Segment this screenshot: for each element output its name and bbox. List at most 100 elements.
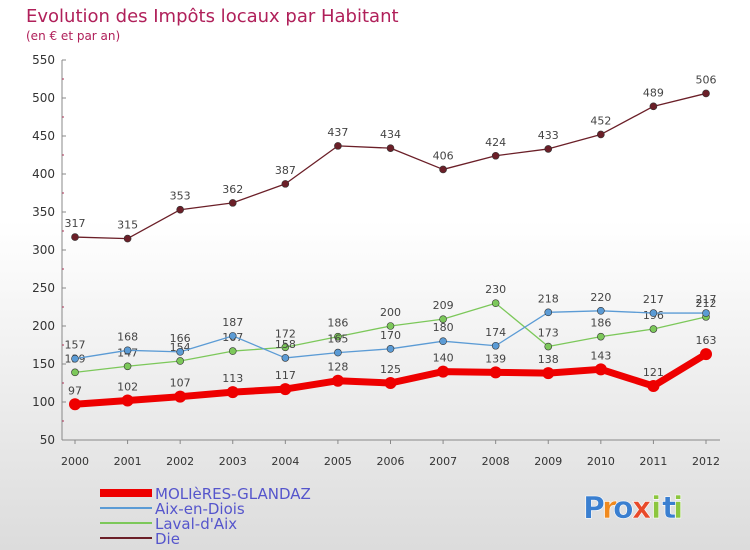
data-point (281, 343, 290, 352)
x-tick-label: 2002 (166, 455, 194, 468)
x-tick-label: 2004 (271, 455, 299, 468)
logo-letter: o (613, 491, 634, 526)
data-label: 102 (117, 380, 138, 393)
data-label: 387 (275, 164, 296, 177)
x-tick-label: 2006 (377, 455, 405, 468)
data-point (702, 89, 710, 98)
data-label: 143 (590, 349, 611, 362)
data-label: 362 (222, 183, 243, 196)
x-tick-label: 2005 (324, 455, 352, 468)
data-label: 139 (485, 352, 506, 365)
legend-item: Laval-d'Aix (100, 515, 237, 533)
data-point (279, 383, 292, 396)
y-tick-label: 300 (32, 243, 55, 257)
data-label: 166 (170, 332, 191, 345)
data-point (594, 363, 607, 376)
data-point (281, 354, 290, 362)
data-label: 434 (380, 128, 401, 141)
data-label: 424 (485, 136, 506, 149)
data-point (649, 102, 658, 111)
data-point (597, 306, 605, 315)
y-tick-label: 550 (32, 53, 55, 67)
data-label: 165 (327, 333, 348, 346)
data-point (542, 367, 555, 380)
x-tick-label: 2009 (534, 455, 562, 468)
x-tick-label: 2008 (482, 455, 510, 468)
data-label: 174 (485, 326, 506, 339)
data-point (123, 362, 132, 371)
data-point (334, 332, 342, 341)
data-label: 186 (327, 317, 348, 330)
data-point (71, 368, 79, 377)
data-label: 200 (380, 306, 401, 319)
data-point (491, 341, 500, 350)
logo-letter: i (651, 491, 661, 526)
data-label: 107 (170, 377, 191, 390)
data-label: 97 (68, 384, 82, 397)
legend-item: Aix-en-Diois (100, 500, 245, 518)
data-label: 212 (696, 297, 717, 310)
data-label: 186 (590, 317, 611, 330)
data-point (176, 205, 184, 214)
data-point (123, 234, 132, 243)
series-line (74, 92, 707, 240)
logo-letter: x (632, 491, 651, 526)
x-ticks: 2000 2001 2002 2003 2004 2005 2006 2007 2008 2009… (61, 440, 720, 468)
data-label: 158 (275, 338, 296, 351)
series-layer: 317 315 353 362 387 437 434 406 424 433 452 489 506 1… (65, 73, 717, 411)
x-tick-label: 2007 (429, 455, 457, 468)
data-label: 437 (327, 126, 348, 139)
x-tick-label: 2010 (587, 455, 615, 468)
data-label: 506 (696, 73, 717, 86)
x-tick-label: 2001 (114, 455, 142, 468)
data-point (544, 308, 553, 317)
data-point (228, 332, 237, 340)
data-label: 317 (65, 217, 86, 230)
data-label: 128 (327, 361, 348, 374)
data-point (439, 165, 447, 174)
data-point (331, 374, 344, 387)
data-point (647, 380, 660, 393)
data-label: 121 (643, 366, 664, 379)
data-label: 315 (117, 219, 138, 232)
legend-label: Laval-d'Aix (155, 515, 237, 533)
data-label: 163 (696, 334, 717, 347)
x-tick-label: 2011 (639, 455, 667, 468)
data-point (544, 342, 553, 351)
legend-item: Die (100, 530, 180, 548)
data-point (281, 180, 290, 188)
data-point (334, 348, 342, 357)
data-point (174, 390, 187, 403)
data-point (491, 151, 500, 160)
data-point (123, 346, 132, 355)
series-die: 317 315 353 362 387 437 434 406 424 433 452 489 506 (65, 73, 717, 243)
y-tick-label: 150 (32, 357, 55, 371)
data-point (71, 233, 79, 241)
x-tick-label: 2003 (219, 455, 247, 468)
data-point (597, 332, 605, 341)
data-point (71, 354, 79, 363)
y-tick-label: 350 (32, 205, 55, 219)
y-tick-label: 250 (32, 281, 55, 295)
y-tick-label: 200 (32, 319, 55, 333)
data-label: 217 (643, 293, 664, 306)
legend-label: Aix-en-Diois (155, 500, 245, 518)
data-label: 230 (485, 283, 506, 296)
y-tick-label: 50 (40, 433, 55, 447)
data-point (386, 144, 395, 152)
data-point (437, 365, 450, 378)
data-label: 209 (433, 299, 454, 312)
data-point (700, 348, 712, 361)
data-point (176, 357, 184, 365)
chart-subtitle: (en € et par an) (26, 29, 120, 43)
series-moli-res-glandaz: 97 102 107 113 117 128 125 140 139 138 143 121 163 (68, 334, 717, 411)
data-point (597, 130, 605, 139)
data-label: 433 (538, 129, 559, 142)
data-label: 172 (275, 327, 296, 340)
data-label: 168 (117, 330, 138, 343)
data-point (439, 315, 447, 323)
data-point (386, 322, 395, 330)
data-point (228, 347, 237, 355)
